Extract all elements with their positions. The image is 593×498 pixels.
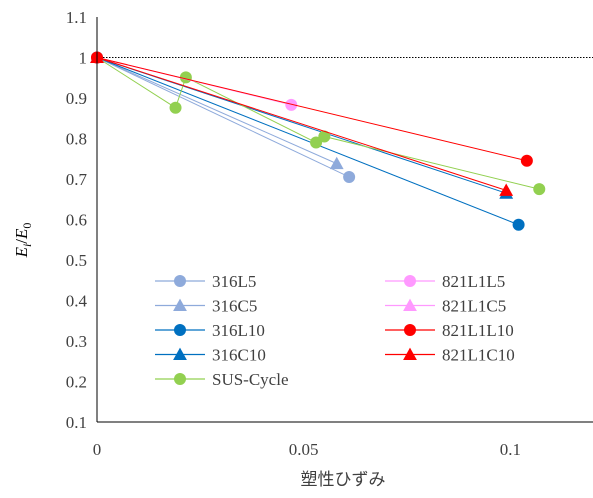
- x-tick-labels: 0 0.05 0.1: [93, 440, 521, 459]
- data-point-circle: [404, 324, 416, 336]
- data-point-circle: [343, 170, 356, 183]
- series-layer: [90, 50, 546, 231]
- series-316c5: [90, 50, 344, 170]
- y-tick-label: 1: [79, 49, 88, 68]
- legend-item: 821L1L5: [385, 272, 505, 291]
- data-point-triangle: [329, 156, 344, 170]
- series-line: [96, 57, 507, 191]
- x-tick-label: 0: [93, 440, 102, 459]
- y-axis-label-sub-i: i: [20, 244, 34, 247]
- x-tick-label: 0.05: [289, 440, 319, 459]
- series-line: [96, 57, 337, 165]
- series-line: [96, 57, 527, 162]
- legend-item: 821L1C10: [385, 346, 515, 365]
- data-point-triangle: [173, 298, 187, 312]
- series-316l10: [91, 51, 525, 231]
- data-point-triangle: [173, 347, 187, 361]
- legend-item: 316C5: [155, 297, 257, 316]
- series-line: [96, 57, 540, 190]
- legend-label: 821L1C5: [442, 297, 506, 316]
- y-axis-label-e0: E: [12, 228, 31, 240]
- legend-label: 821L1L5: [442, 272, 505, 291]
- legend-label: 316L5: [212, 272, 256, 291]
- y-tick-label: 0.5: [66, 251, 87, 270]
- legend-label: 316C5: [212, 297, 257, 316]
- y-axis-label-slash: /: [12, 239, 31, 244]
- y-tick-label: 0.3: [66, 332, 87, 351]
- legend-item: 316L5: [155, 272, 256, 291]
- data-point-circle: [285, 98, 298, 111]
- legend-label: 316C10: [212, 346, 266, 365]
- y-tick-label: 0.2: [66, 373, 87, 392]
- y-axis-label-e: E: [12, 246, 31, 258]
- y-tick-label: 0.9: [66, 89, 87, 108]
- y-axis-label: Ei/E0: [12, 223, 34, 259]
- data-point-circle: [174, 275, 186, 287]
- series-821l1l10: [91, 51, 533, 167]
- y-tick-label: 0.7: [66, 170, 88, 189]
- series-line: [96, 57, 350, 178]
- legend-item: 821L1C5: [385, 297, 506, 316]
- y-tick-label: 0.4: [66, 292, 88, 311]
- legend-label: 821L1C10: [442, 346, 515, 365]
- series-316c10: [90, 50, 514, 199]
- y-axis-label-sub-0: 0: [20, 223, 34, 229]
- data-point-circle: [512, 218, 525, 231]
- legend-item: 821L1L10: [385, 321, 514, 340]
- data-point-circle: [533, 183, 546, 196]
- data-point-circle: [174, 324, 186, 336]
- data-point-circle: [310, 136, 323, 149]
- data-point-triangle: [403, 347, 417, 361]
- y-tick-label: 0.1: [66, 413, 87, 432]
- legend-label: SUS-Cycle: [212, 370, 289, 389]
- legend: 316L5 316C5 316L10 316C10 SUS-Cycle 821L1L5 82…: [155, 272, 515, 389]
- legend-item: SUS-Cycle: [155, 370, 289, 389]
- data-point-circle: [520, 154, 533, 167]
- legend-item: 316C10: [155, 346, 266, 365]
- data-point-circle: [404, 275, 416, 287]
- y-axis-label-group: Ei/E0: [12, 223, 34, 259]
- legend-label: 316L10: [212, 321, 265, 340]
- y-tick-label: 1.1: [66, 8, 87, 27]
- y-tick-label: 0.6: [66, 211, 87, 230]
- data-point-circle: [318, 130, 331, 143]
- data-point-triangle: [499, 183, 514, 196]
- x-tick-label: 0.1: [500, 440, 521, 459]
- data-point-circle: [169, 101, 182, 114]
- y-tick-label: 0.8: [66, 130, 87, 149]
- legend-label: 821L1L10: [442, 321, 514, 340]
- legend-item: 316L10: [155, 321, 265, 340]
- series-line: [96, 57, 519, 226]
- y-tick-labels: 0.1 0.2 0.3 0.4 0.5 0.6 0.7 0.8 0.9 1 1.1: [66, 8, 88, 432]
- x-axis-label: 塑性ひずみ: [301, 470, 386, 490]
- data-point-triangle: [403, 298, 417, 312]
- data-point-circle: [174, 373, 186, 385]
